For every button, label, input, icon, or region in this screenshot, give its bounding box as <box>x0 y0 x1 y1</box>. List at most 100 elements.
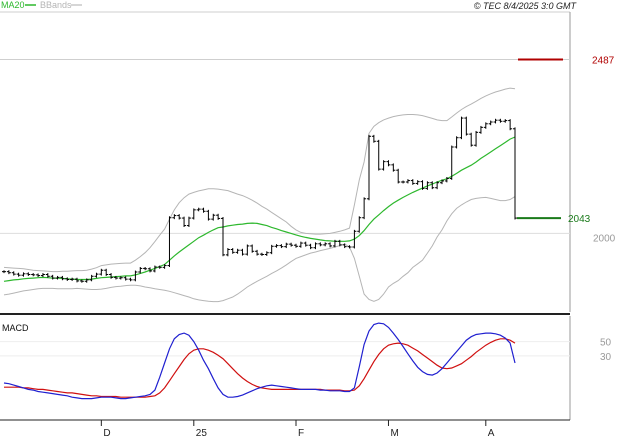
price-bar <box>128 277 133 282</box>
price-bar <box>172 214 177 220</box>
price-bar <box>221 217 225 257</box>
price-bar <box>109 273 114 279</box>
price-bar <box>36 273 41 277</box>
price-bar <box>45 273 50 278</box>
x-tick-label: A <box>488 428 495 439</box>
price-bar <box>113 275 118 280</box>
price-bar <box>6 270 11 275</box>
price-bar <box>508 119 513 131</box>
price-bar <box>371 134 376 143</box>
price-bar <box>289 242 294 247</box>
macd-panel <box>0 316 571 420</box>
price-bar <box>143 267 148 271</box>
legend-ma20-label: MA20 <box>1 0 25 10</box>
price-bar <box>40 273 45 277</box>
price-bar <box>138 267 143 274</box>
price-bar <box>381 160 386 171</box>
price-bar <box>152 265 157 273</box>
price-bar <box>386 160 391 167</box>
macd-signal-line <box>4 338 516 398</box>
price-bar <box>75 277 79 283</box>
price-bar <box>474 130 479 147</box>
price-bar <box>31 273 36 277</box>
price-bar <box>342 243 347 249</box>
price-bar <box>201 207 206 213</box>
price-y-tick-label: 2000 <box>593 233 616 244</box>
price-bar <box>11 271 16 276</box>
price-bar <box>328 242 333 248</box>
price-bar <box>269 244 274 255</box>
price-bar <box>376 139 381 171</box>
price-bar <box>162 264 167 269</box>
price-bar <box>469 132 474 147</box>
price-bar <box>259 252 264 256</box>
bbands-lower-line <box>3 196 516 303</box>
price-bar <box>104 268 109 276</box>
price-bars-layer <box>2 116 517 283</box>
price-bar <box>157 265 162 269</box>
price-bar <box>118 276 123 280</box>
y-axis-labels: 2000 30 50 <box>593 233 616 362</box>
macd-y-tick-label: 50 <box>600 338 612 349</box>
x-tick-label: 25 <box>196 428 208 439</box>
price-bar <box>401 180 406 184</box>
x-tick-label: D <box>103 428 110 439</box>
price-bar <box>435 181 440 190</box>
price-bar <box>255 249 260 256</box>
price-bar <box>362 197 367 220</box>
price-bar <box>21 272 26 277</box>
price-bar <box>284 242 289 249</box>
bbands-upper-line <box>3 87 516 273</box>
price-bar <box>274 244 279 248</box>
price-bar <box>405 179 410 184</box>
price-bar <box>454 136 459 149</box>
price-bar <box>318 242 323 247</box>
price-bar <box>182 216 187 227</box>
price-bar <box>478 125 483 134</box>
price-bar <box>148 267 152 273</box>
price-bar <box>410 179 415 185</box>
price-bar <box>211 213 216 221</box>
price-bar <box>396 168 401 184</box>
price-bar <box>167 216 172 267</box>
bbands-layer <box>3 87 516 303</box>
price-bar <box>264 251 269 256</box>
price-bar <box>235 248 240 254</box>
price-bar <box>99 268 104 276</box>
price-bar <box>79 279 84 283</box>
price-bar <box>425 181 430 190</box>
price-bar <box>332 239 337 248</box>
ma20-layer <box>3 136 516 282</box>
price-bar <box>123 276 128 281</box>
price-marker-label-2043: 2043 <box>568 214 591 225</box>
price-bar <box>60 275 65 281</box>
price-bar <box>250 244 255 253</box>
price-bar <box>216 213 221 220</box>
price-bar <box>294 243 298 248</box>
price-bar <box>50 274 55 280</box>
price-bar <box>177 214 182 220</box>
price-bar <box>498 118 503 123</box>
ma20-line <box>3 136 516 282</box>
price-markers: 2487 2043 <box>517 56 615 225</box>
price-bar <box>493 118 498 124</box>
chart-header-copyright: © TEC 8/4/2025 3:0 GMT <box>474 1 578 11</box>
price-marker-label-2487: 2487 <box>592 56 615 67</box>
macd-y-tick-label: 30 <box>600 352 612 363</box>
price-bar <box>186 216 191 227</box>
price-bar <box>191 208 196 220</box>
price-bar <box>94 272 99 278</box>
price-bar <box>303 241 308 247</box>
price-bar <box>513 127 517 220</box>
price-bar <box>449 145 454 180</box>
price-bar <box>352 229 357 249</box>
price-bar <box>391 163 396 172</box>
price-bar <box>16 272 21 277</box>
price-bar <box>55 275 60 280</box>
price-bar <box>84 278 89 283</box>
price-bar <box>464 116 469 136</box>
macd-layer <box>3 322 516 400</box>
x-axis: D 25 F M A <box>0 419 570 439</box>
price-bar <box>444 177 449 183</box>
macd-panel-title: MACD <box>2 323 29 333</box>
